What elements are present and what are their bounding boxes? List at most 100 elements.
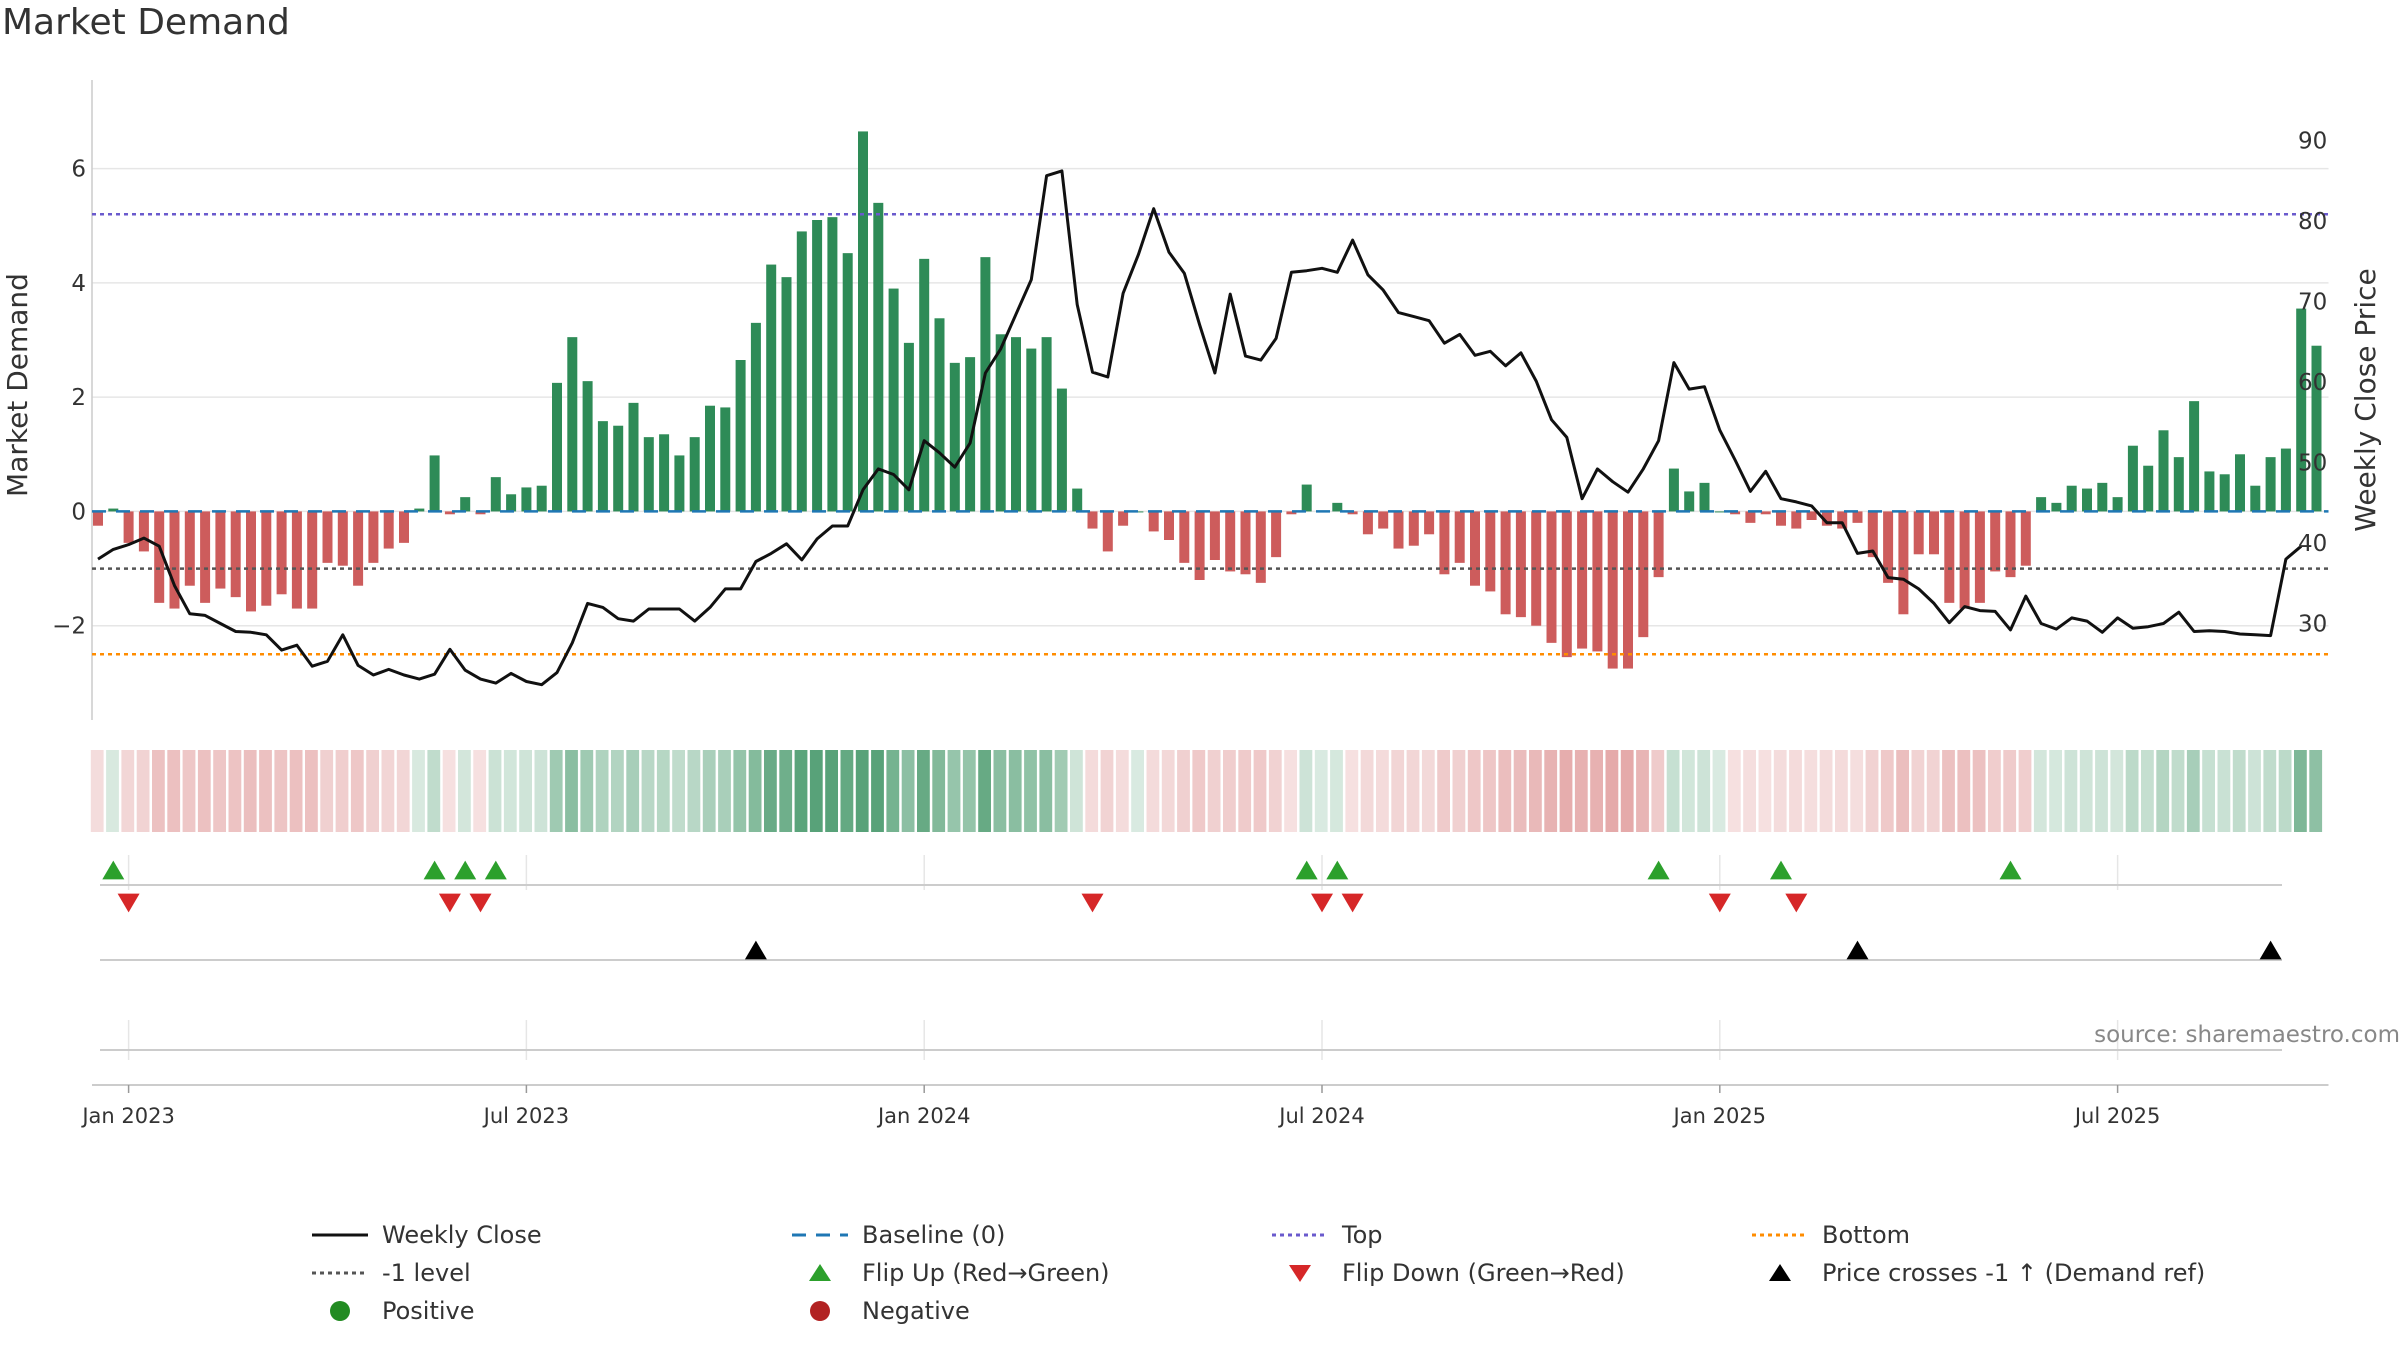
demand-bar xyxy=(337,511,348,566)
flip-up-marker xyxy=(102,860,125,880)
demand-bar xyxy=(1791,511,1802,529)
demand-bar xyxy=(368,511,379,563)
y-tick-label: 4 xyxy=(71,271,86,297)
heat-cell xyxy=(1284,750,1297,832)
heat-cell xyxy=(1819,750,1833,832)
x-tick-label: Jul 2023 xyxy=(482,1104,569,1128)
heat-cell xyxy=(779,750,793,832)
y2-tick-label: 30 xyxy=(2298,611,2327,637)
demand-bar xyxy=(1898,511,1909,615)
heat-cell xyxy=(1743,750,1756,832)
heat-cell xyxy=(825,750,838,832)
demand-bar xyxy=(1577,511,1588,649)
reference-lines xyxy=(92,213,2329,656)
heat-cell xyxy=(917,750,930,832)
demand-bar xyxy=(1668,468,1679,512)
demand-bar xyxy=(1087,511,1098,529)
legend-label: Bottom xyxy=(1822,1221,1911,1249)
heat-cell xyxy=(197,750,211,832)
heat-cell xyxy=(978,750,991,832)
x-tick-label: Jan 2024 xyxy=(876,1104,971,1128)
demand-bar xyxy=(429,455,440,512)
legend-item: Flip Down (Green→Red) xyxy=(1270,1256,1625,1290)
heat-cell xyxy=(1896,750,1909,832)
axes xyxy=(91,80,2329,1086)
demand-bar xyxy=(154,511,165,603)
heat-cell xyxy=(794,750,808,832)
heat-cell xyxy=(90,750,104,832)
demand-bar xyxy=(475,511,486,515)
flip-down-marker xyxy=(438,893,461,913)
demand-bar xyxy=(1852,511,1863,523)
legend-item: Flip Up (Red→Green) xyxy=(790,1256,1110,1290)
y2-tick-label: 90 xyxy=(2298,128,2327,154)
flip-up-marker xyxy=(454,860,477,880)
demand-bar xyxy=(1806,511,1817,520)
demand-bar xyxy=(1378,511,1389,529)
demand-bar xyxy=(200,511,211,603)
legend-label: Negative xyxy=(862,1297,970,1325)
heat-cell xyxy=(1024,750,1037,832)
demand-bar xyxy=(750,322,761,512)
price-line-group xyxy=(97,169,2303,687)
y2-tick-label: 50 xyxy=(2298,450,2327,476)
heat-cell xyxy=(962,750,976,832)
flip-up-marker xyxy=(1295,860,1318,880)
heat-cell xyxy=(1712,750,1726,832)
circle-icon xyxy=(810,1301,830,1321)
heat-cell xyxy=(427,750,441,832)
price-cross-marker xyxy=(2259,940,2282,960)
demand-bar xyxy=(796,231,807,512)
flip-up-marker xyxy=(423,860,446,880)
heat-cell xyxy=(1070,750,1083,832)
flip-up-marker xyxy=(1326,860,1349,880)
demand-bar xyxy=(567,337,578,512)
heat-cell xyxy=(136,750,150,832)
demand-bar xyxy=(1592,511,1603,652)
demand-bar xyxy=(506,494,517,512)
demand-bar xyxy=(1301,484,1312,512)
heat-cell xyxy=(1085,750,1099,832)
demand-bar xyxy=(307,511,318,609)
heat-cell xyxy=(2064,750,2078,832)
heat-cell xyxy=(1513,750,1527,832)
heat-cell xyxy=(488,750,502,832)
heat-cell xyxy=(1238,750,1252,832)
heat-cell xyxy=(534,750,548,832)
y2-tick-label: 60 xyxy=(2298,370,2327,396)
heat-cell xyxy=(1804,750,1818,832)
demand-bar xyxy=(812,220,823,512)
legend-label: Price crosses -1 ↑ (Demand ref) xyxy=(1822,1259,2206,1287)
flip-up-marker xyxy=(1770,860,1792,880)
demand-bar xyxy=(827,217,838,512)
demand-bar xyxy=(720,407,731,512)
demand-bar xyxy=(1699,482,1710,512)
triangle-up-icon xyxy=(1769,1264,1791,1281)
heat-cell xyxy=(473,750,487,832)
legend-label: Weekly Close xyxy=(382,1221,542,1249)
heat-cell xyxy=(1758,750,1772,832)
demand-bar xyxy=(1929,511,1939,555)
demand-bar xyxy=(2296,308,2307,512)
heat-cell xyxy=(1651,750,1665,832)
demand-bar xyxy=(1974,511,1985,603)
demand-bar xyxy=(2097,482,2108,512)
legend-item: Baseline (0) xyxy=(790,1218,1005,1252)
demand-bar xyxy=(919,258,930,512)
heat-cell xyxy=(595,750,609,832)
demand-bar xyxy=(934,318,945,512)
heat-cell xyxy=(1942,750,1955,832)
demand-bar xyxy=(2311,345,2322,512)
heat-cell xyxy=(1773,750,1787,832)
heat-cell xyxy=(519,750,532,832)
demand-bar xyxy=(1470,511,1480,586)
heat-cell xyxy=(381,750,395,832)
heat-cell xyxy=(702,750,716,832)
heat-cell xyxy=(2171,750,2185,832)
demand-bar xyxy=(1209,511,1220,560)
flip-down-marker xyxy=(1311,893,1333,913)
heat-cell xyxy=(228,750,242,832)
heat-cell xyxy=(901,750,915,832)
heat-cell xyxy=(993,750,1007,832)
demand-bar xyxy=(1102,511,1113,552)
